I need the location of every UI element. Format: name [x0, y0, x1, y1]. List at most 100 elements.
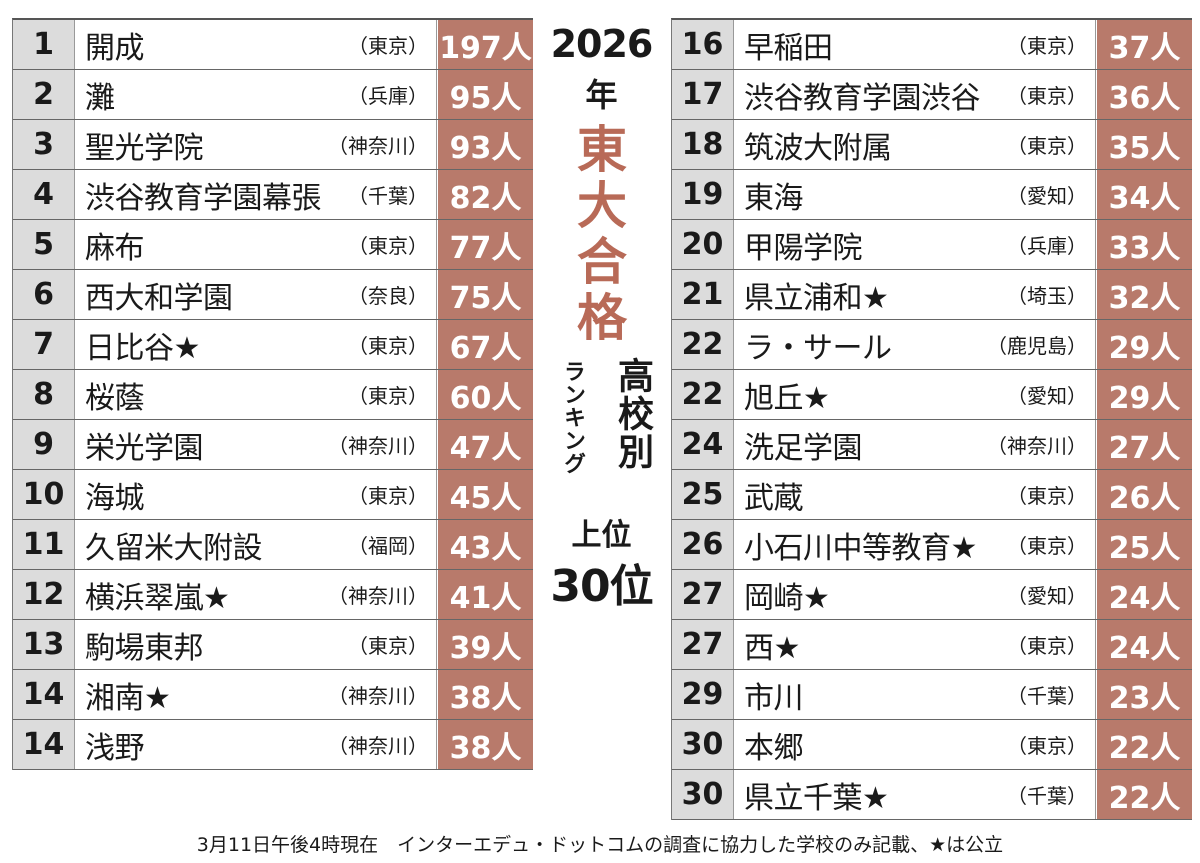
- school-cell: 西★ （東京）: [734, 620, 1096, 669]
- school-cell: 海城 （東京）: [75, 470, 437, 519]
- table-row: 3 聖光学院 （神奈川） 93人: [13, 120, 533, 170]
- rank-cell: 18: [672, 120, 734, 169]
- school-cell: 洗足学園 （神奈川）: [734, 420, 1096, 469]
- prefecture: （東京）: [1007, 484, 1087, 508]
- school-name: 西大和学園: [85, 280, 233, 316]
- rank-cell: 1: [13, 20, 75, 69]
- school-cell: 麻布 （東京）: [75, 220, 437, 269]
- rank-cell: 8: [13, 370, 75, 419]
- school-name: 本郷: [744, 730, 804, 766]
- school-cell: 県立千葉★ （千葉）: [734, 770, 1096, 819]
- pass-count: 35人: [1096, 120, 1192, 169]
- footer-note: 3月11日午後4時現在 インターエデュ・ドットコムの調査に協力した学校のみ記載、…: [196, 834, 1004, 856]
- school-name: 灘: [85, 80, 115, 116]
- school-name: 早稲田: [744, 30, 833, 66]
- rank-cell: 19: [672, 170, 734, 219]
- table-row: 9 栄光学園 （神奈川） 47人: [13, 420, 533, 470]
- school-cell: 武蔵 （東京）: [734, 470, 1096, 519]
- school-name: 武蔵: [744, 480, 804, 516]
- rank-cell: 16: [672, 20, 734, 69]
- prefecture: （千葉）: [1007, 784, 1087, 808]
- school-cell: 西大和学園 （奈良）: [75, 270, 437, 319]
- title-top30: 30位: [550, 561, 653, 612]
- school-name: 県立千葉★: [744, 780, 889, 816]
- prefecture: （福岡）: [348, 534, 428, 558]
- table-row: 4 渋谷教育学園幕張 （千葉） 82人: [13, 170, 533, 220]
- rank-cell: 27: [672, 570, 734, 619]
- school-cell: 市川 （千葉）: [734, 670, 1096, 719]
- school-cell: 駒場東邦 （東京）: [75, 620, 437, 669]
- school-name: 渋谷教育学園渋谷: [744, 80, 981, 116]
- rank-cell: 12: [13, 570, 75, 619]
- table-row: 2 灘 （兵庫） 95人: [13, 70, 533, 120]
- school-name: 小石川中等教育★: [744, 530, 977, 566]
- title-ranking: ランキング: [560, 360, 585, 475]
- rank-cell: 13: [13, 620, 75, 669]
- table-row: 17 渋谷教育学園渋谷 （東京） 36人: [672, 70, 1192, 120]
- school-name: 開成: [85, 30, 145, 66]
- table-row: 21 県立浦和★ （埼玉） 32人: [672, 270, 1192, 320]
- pass-count: 43人: [437, 520, 533, 569]
- prefecture: （東京）: [1007, 34, 1087, 58]
- pass-count: 29人: [1096, 370, 1192, 419]
- rank-cell: 3: [13, 120, 75, 169]
- ranking-table-left: 1 開成 （東京） 197人 2 灘（兵庫） 95人 3 聖光学院 （神奈川） 93人 4 渋谷教育学園…: [12, 18, 533, 770]
- pass-count: 38人: [437, 670, 533, 719]
- school-name: 麻布: [85, 230, 145, 266]
- rank-cell: 30: [672, 770, 734, 819]
- table-row: 25 武蔵 （東京） 26人: [672, 470, 1192, 520]
- prefecture: （千葉）: [1007, 684, 1087, 708]
- school-cell: 県立浦和★ （埼玉）: [734, 270, 1096, 319]
- pass-count: 75人: [437, 270, 533, 319]
- table-row: 7 日比谷★ （東京） 67人: [13, 320, 533, 370]
- title-block: 2026 年 東大合格 高校別 ランキング 上位 30位: [532, 12, 671, 792]
- prefecture: （愛知）: [1007, 184, 1087, 208]
- rank-cell: 22: [672, 320, 734, 369]
- table-row: 27 岡崎★ （愛知） 24人: [672, 570, 1192, 620]
- pass-count: 197人: [437, 20, 533, 69]
- school-name: 桜蔭: [85, 380, 145, 416]
- pass-count: 39人: [437, 620, 533, 669]
- pass-count: 32人: [1096, 270, 1192, 319]
- school-cell: 旭丘★ （愛知）: [734, 370, 1096, 419]
- pass-count: 45人: [437, 470, 533, 519]
- school-name: 久留米大附設: [85, 530, 263, 566]
- page-title: 東大合格: [577, 121, 627, 347]
- prefecture: （東京）: [1007, 734, 1087, 758]
- table-row: 30 本郷 （東京） 22人: [672, 720, 1192, 770]
- prefecture: （東京）: [1007, 134, 1087, 158]
- prefecture: （東京）: [348, 484, 428, 508]
- school-name: 日比谷★: [85, 330, 200, 366]
- school-name: 東海: [744, 180, 804, 216]
- table-row: 29 市川 （千葉） 23人: [672, 670, 1192, 720]
- rank-cell: 4: [13, 170, 75, 219]
- table-row: 22 旭丘★ （愛知） 29人: [672, 370, 1192, 420]
- pass-count: 29人: [1096, 320, 1192, 369]
- school-cell: ラ・サール （鹿児島）: [734, 320, 1096, 369]
- school-cell: 筑波大附属 （東京）: [734, 120, 1096, 169]
- school-cell: 聖光学院 （神奈川）: [75, 120, 437, 169]
- table-row: 13 駒場東邦 （東京） 39人: [13, 620, 533, 670]
- school-name: 岡崎★: [744, 580, 830, 616]
- pass-count: 25人: [1096, 520, 1192, 569]
- school-cell: 本郷 （東京）: [734, 720, 1096, 769]
- rank-cell: 27: [672, 620, 734, 669]
- prefecture: （千葉）: [348, 184, 428, 208]
- pass-count: 38人: [437, 720, 533, 769]
- rank-cell: 29: [672, 670, 734, 719]
- pass-count: 26人: [1096, 470, 1192, 519]
- table-row: 22 ラ・サール （鹿児島） 29人: [672, 320, 1192, 370]
- table-row: 27 西★ （東京） 24人: [672, 620, 1192, 670]
- school-cell: 東海 （愛知）: [734, 170, 1096, 219]
- pass-count: 23人: [1096, 670, 1192, 719]
- rank-cell: 11: [13, 520, 75, 569]
- school-name: 甲陽学院: [744, 230, 863, 266]
- school-cell: 灘 （兵庫）: [75, 70, 437, 119]
- rank-cell: 26: [672, 520, 734, 569]
- pass-count: 33人: [1096, 220, 1192, 269]
- pass-count: 82人: [437, 170, 533, 219]
- prefecture: （東京）: [348, 34, 428, 58]
- prefecture: （東京）: [348, 334, 428, 358]
- school-cell: 岡崎★ （愛知）: [734, 570, 1096, 619]
- title-joui: 上位: [571, 518, 632, 553]
